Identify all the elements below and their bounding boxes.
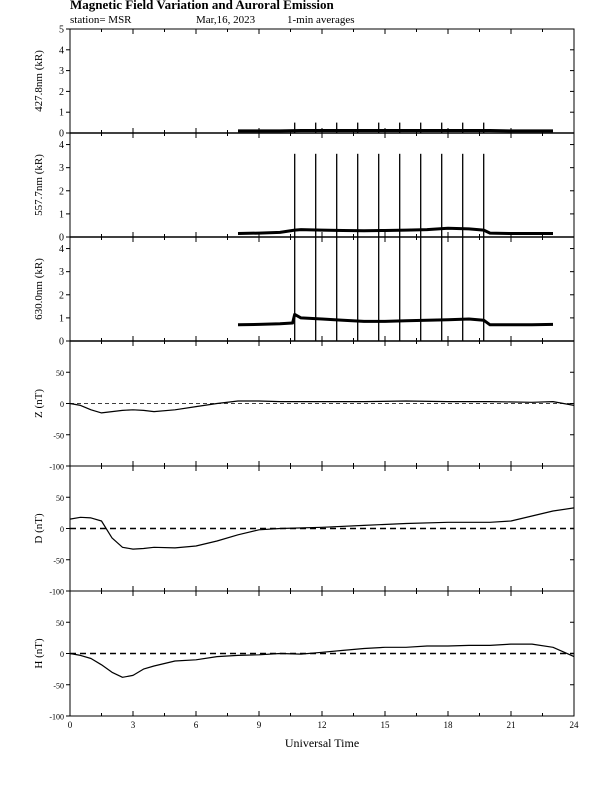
magH-xtick-label: 3 bbox=[131, 720, 136, 730]
magH-xtick-label: 9 bbox=[257, 720, 262, 730]
magZ-ytick-label: -50 bbox=[53, 431, 64, 440]
em5577-series-0 bbox=[237, 226, 553, 235]
magD-ytick-label: -50 bbox=[53, 556, 64, 565]
em4278-ytick-label: 3 bbox=[59, 66, 64, 77]
magH-xtick-label: 18 bbox=[444, 720, 454, 730]
em5577-ylabel: 557.7nm (kR) bbox=[33, 154, 45, 216]
em6300-ytick-label: 0 bbox=[59, 337, 64, 348]
magZ-ytick-label: 50 bbox=[56, 369, 64, 378]
station-label: station= MSR bbox=[70, 14, 132, 26]
magH-ytick-label: -50 bbox=[53, 681, 64, 690]
em5577-frame bbox=[69, 132, 575, 238]
magD-ytick-label: 50 bbox=[56, 494, 64, 503]
em6300-series-0 bbox=[237, 312, 554, 327]
em5577-ytick-label: 2 bbox=[59, 186, 64, 197]
magZ-ytick-label: 0 bbox=[60, 400, 64, 409]
magH-ytick-label: 0 bbox=[60, 650, 64, 659]
magH-xtick-label: 0 bbox=[68, 720, 73, 730]
date-label: Mar,16, 2023 bbox=[196, 14, 256, 26]
magH-series-0 bbox=[69, 643, 575, 678]
em5577-ytick-label: 4 bbox=[59, 140, 64, 151]
magH-ytick-label: -100 bbox=[49, 713, 64, 722]
em5577-ytick-label: 0 bbox=[59, 233, 64, 244]
em5577-ytick-label: 3 bbox=[59, 163, 64, 174]
magD-series-0 bbox=[69, 507, 575, 550]
em5577-ytick-label: 1 bbox=[59, 209, 64, 220]
magD-ylabel: D (nT) bbox=[33, 513, 45, 544]
em6300-ytick-label: 1 bbox=[59, 313, 64, 324]
magH-xtick-label: 21 bbox=[507, 720, 516, 730]
magZ-ytick-label: -100 bbox=[49, 463, 64, 472]
em4278-ytick-label: 2 bbox=[59, 87, 64, 98]
em6300-ylabel: 630.0nm (kR) bbox=[33, 258, 45, 320]
em4278-ytick-label: 0 bbox=[59, 129, 64, 140]
em4278-ytick-label: 1 bbox=[59, 108, 64, 119]
averaging-label: 1-min averages bbox=[287, 14, 355, 26]
magH-xtick-label: 24 bbox=[570, 720, 580, 730]
magD-ytick-label: 0 bbox=[60, 525, 64, 534]
magH-xtick-label: 15 bbox=[381, 720, 391, 730]
figure-title: Magnetic Field Variation and Auroral Emi… bbox=[70, 0, 335, 12]
em6300-ytick-label: 2 bbox=[59, 290, 64, 301]
magH-xtick-label: 6 bbox=[194, 720, 199, 730]
em4278-frame bbox=[69, 28, 575, 134]
magH-xtick-label: 12 bbox=[318, 720, 327, 730]
magH-xlabel: Universal Time bbox=[285, 736, 359, 750]
em6300-ytick-label: 3 bbox=[59, 267, 64, 278]
magH-ylabel: H (nT) bbox=[33, 638, 45, 669]
em4278-ytick-label: 4 bbox=[59, 45, 64, 56]
em4278-ylabel: 427.8nm (kR) bbox=[33, 50, 45, 112]
em6300-ytick-label: 4 bbox=[59, 244, 64, 255]
magZ-ylabel: Z (nT) bbox=[33, 389, 45, 418]
magD-ytick-label: -100 bbox=[49, 588, 64, 597]
magZ-series-0 bbox=[69, 400, 575, 414]
em4278-ytick-label: 5 bbox=[59, 25, 64, 36]
magH-ytick-label: 50 bbox=[56, 619, 64, 628]
